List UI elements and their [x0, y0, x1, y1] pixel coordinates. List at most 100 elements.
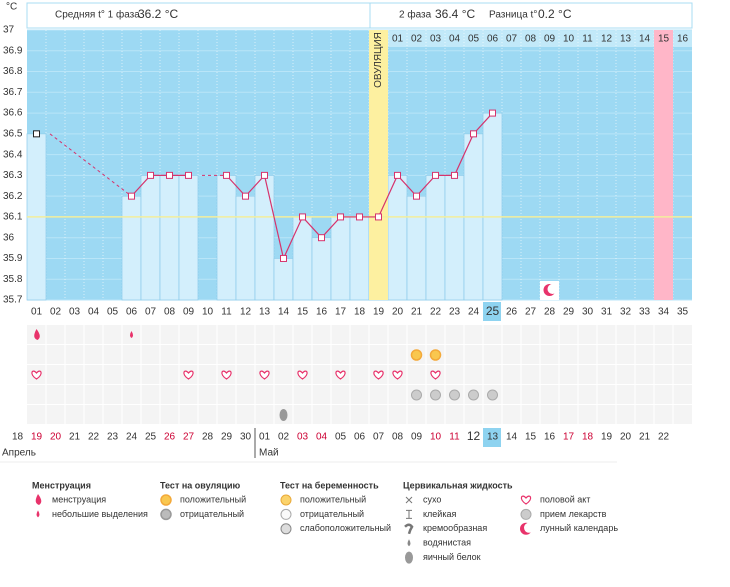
x-tick-label: 13	[259, 307, 271, 318]
x-tick-label: 18	[354, 307, 366, 318]
ovulation-column	[369, 30, 388, 300]
creamy-icon	[404, 523, 414, 535]
x-tick-label: 24	[468, 307, 480, 318]
phase-day-cell	[502, 30, 521, 47]
header-box	[26, 2, 693, 29]
date-label: 17	[563, 432, 575, 443]
date-label: 18	[12, 432, 24, 443]
gap-line	[49, 133, 132, 197]
temp-marker	[413, 192, 420, 200]
temp-marker	[280, 254, 287, 262]
x-tick-label: 23	[449, 307, 461, 318]
today-date-box	[483, 428, 501, 447]
x-tick-label: 30	[582, 307, 594, 318]
x-tick-label: 01	[31, 307, 43, 318]
legend-label: менструация	[52, 494, 106, 504]
y-unit: °C	[6, 2, 17, 13]
x-tick-label: 19	[373, 307, 385, 318]
date-label: 12	[467, 429, 481, 443]
sticky-icon	[406, 509, 412, 519]
date-label: 24	[126, 432, 138, 443]
temp-bar	[140, 175, 161, 301]
moon-shade	[547, 284, 558, 294]
x-tick-label: 10	[202, 307, 214, 318]
lunar-icon	[543, 284, 558, 296]
intercourse-icon	[430, 370, 441, 380]
temp-bar	[425, 175, 446, 301]
temp-marker	[318, 234, 325, 242]
today-box	[483, 302, 501, 321]
x-tick-label: 32	[620, 307, 632, 318]
phase-day-cell	[407, 30, 426, 47]
date-label: 20	[50, 432, 62, 443]
temp-marker	[299, 213, 306, 221]
ovulation-positive-icon	[410, 349, 423, 361]
date-label: 13	[487, 432, 499, 443]
date-label: 04	[316, 432, 328, 443]
y-tick-label: 36.8	[3, 66, 23, 77]
lunar-icon	[520, 522, 534, 535]
moon-shade	[524, 522, 534, 533]
phase-day-label: 01	[392, 34, 404, 45]
intercourse-icon	[335, 370, 346, 380]
x-tick-label: 31	[601, 307, 613, 318]
phase-day-label: 06	[487, 34, 499, 45]
temp-bar	[178, 175, 199, 301]
legend-label: кремообразная	[423, 523, 487, 533]
spotting-icon	[130, 331, 133, 338]
phase-day-cell	[388, 30, 407, 47]
temp-marker	[185, 171, 192, 179]
phase-day-cell	[464, 30, 483, 47]
phase2-value: 36.4 °C	[435, 7, 475, 21]
x-tick-label: 12	[240, 307, 252, 318]
y-tick-label: 36.2	[3, 191, 23, 202]
phase-day-cell	[616, 30, 635, 47]
medication-icon	[449, 389, 460, 401]
x-tick-label: 09	[183, 307, 195, 318]
month-label: Май	[259, 448, 279, 459]
intercourse-icon	[31, 370, 42, 380]
date-label: 06	[354, 432, 366, 443]
y-tick-label: 36.3	[3, 170, 23, 181]
date-label: 02	[278, 432, 290, 443]
pregnancy-positive-icon	[280, 494, 292, 506]
date-label: 10	[430, 432, 442, 443]
date-label: 18	[582, 432, 594, 443]
temp-bar	[235, 195, 256, 301]
legend-label: положительный	[180, 494, 246, 504]
egg-white-icon	[279, 409, 288, 421]
temp-marker	[337, 213, 344, 221]
watery-icon	[407, 539, 411, 547]
event-row	[27, 365, 692, 384]
x-tick-label: 11	[221, 307, 232, 318]
date-label: 19	[31, 432, 43, 443]
date-label: 19	[601, 432, 613, 443]
legend-title: Цервикальная жидкость	[403, 480, 513, 490]
temp-marker	[128, 192, 135, 200]
phase-day-label: 09	[544, 34, 556, 45]
phase-day-cell	[635, 30, 654, 47]
pregnancy-negative-icon	[280, 508, 292, 520]
temp-bar	[406, 195, 427, 301]
y-tick-label: 35.8	[3, 274, 23, 285]
temp-bar	[482, 112, 503, 301]
legend-label: половой акт	[540, 494, 590, 504]
date-label: 09	[411, 432, 423, 443]
legend-label: лунный календарь	[540, 523, 618, 533]
y-tick-label: 36.5	[3, 128, 23, 139]
phase-day-label: 13	[620, 34, 632, 45]
date-label: 28	[202, 432, 214, 443]
diff-label: Разница t°	[489, 10, 537, 21]
temp-bar	[349, 216, 370, 301]
x-tick-label: 04	[88, 307, 100, 318]
temp-bar	[292, 216, 313, 301]
date-label: 20	[620, 432, 632, 443]
x-tick-label: 06	[126, 307, 138, 318]
temp-bar	[121, 195, 142, 301]
date-label: 26	[164, 432, 176, 443]
legend-label: яичный белок	[423, 552, 481, 562]
legend-label: клейкая	[423, 509, 456, 519]
date-label: 15	[525, 432, 537, 443]
date-label: 25	[145, 432, 157, 443]
legend-label: водянистая	[423, 538, 471, 548]
